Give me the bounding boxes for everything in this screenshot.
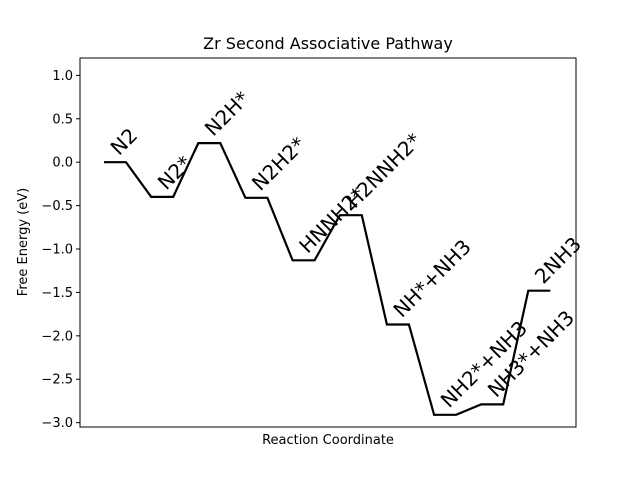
chart-title: Zr Second Associative Pathway (203, 34, 453, 53)
y-axis-label: Free Energy (eV) (16, 188, 31, 296)
y-tick-label: 1.0 (52, 69, 73, 84)
y-tick-label: −3.0 (41, 416, 73, 431)
y-tick-label: −2.5 (41, 373, 73, 388)
x-axis-label: Reaction Coordinate (262, 433, 394, 448)
plot-area (80, 58, 576, 427)
y-axis: 1.0 0.5 0.0 −0.5 −1.0 −1.5 −2.0 −2.5 −3.0 (41, 69, 80, 431)
y-tick-label: 0.0 (52, 156, 73, 171)
y-tick-label: 0.5 (52, 112, 73, 127)
y-tick-label: −2.0 (41, 329, 73, 344)
y-tick-label: −1.0 (41, 243, 73, 258)
energy-line (104, 142, 551, 416)
plot-frame (79, 57, 577, 428)
energy-path (104, 142, 551, 416)
y-tick-label: −0.5 (41, 199, 73, 214)
y-tick-label: −1.5 (41, 286, 73, 301)
